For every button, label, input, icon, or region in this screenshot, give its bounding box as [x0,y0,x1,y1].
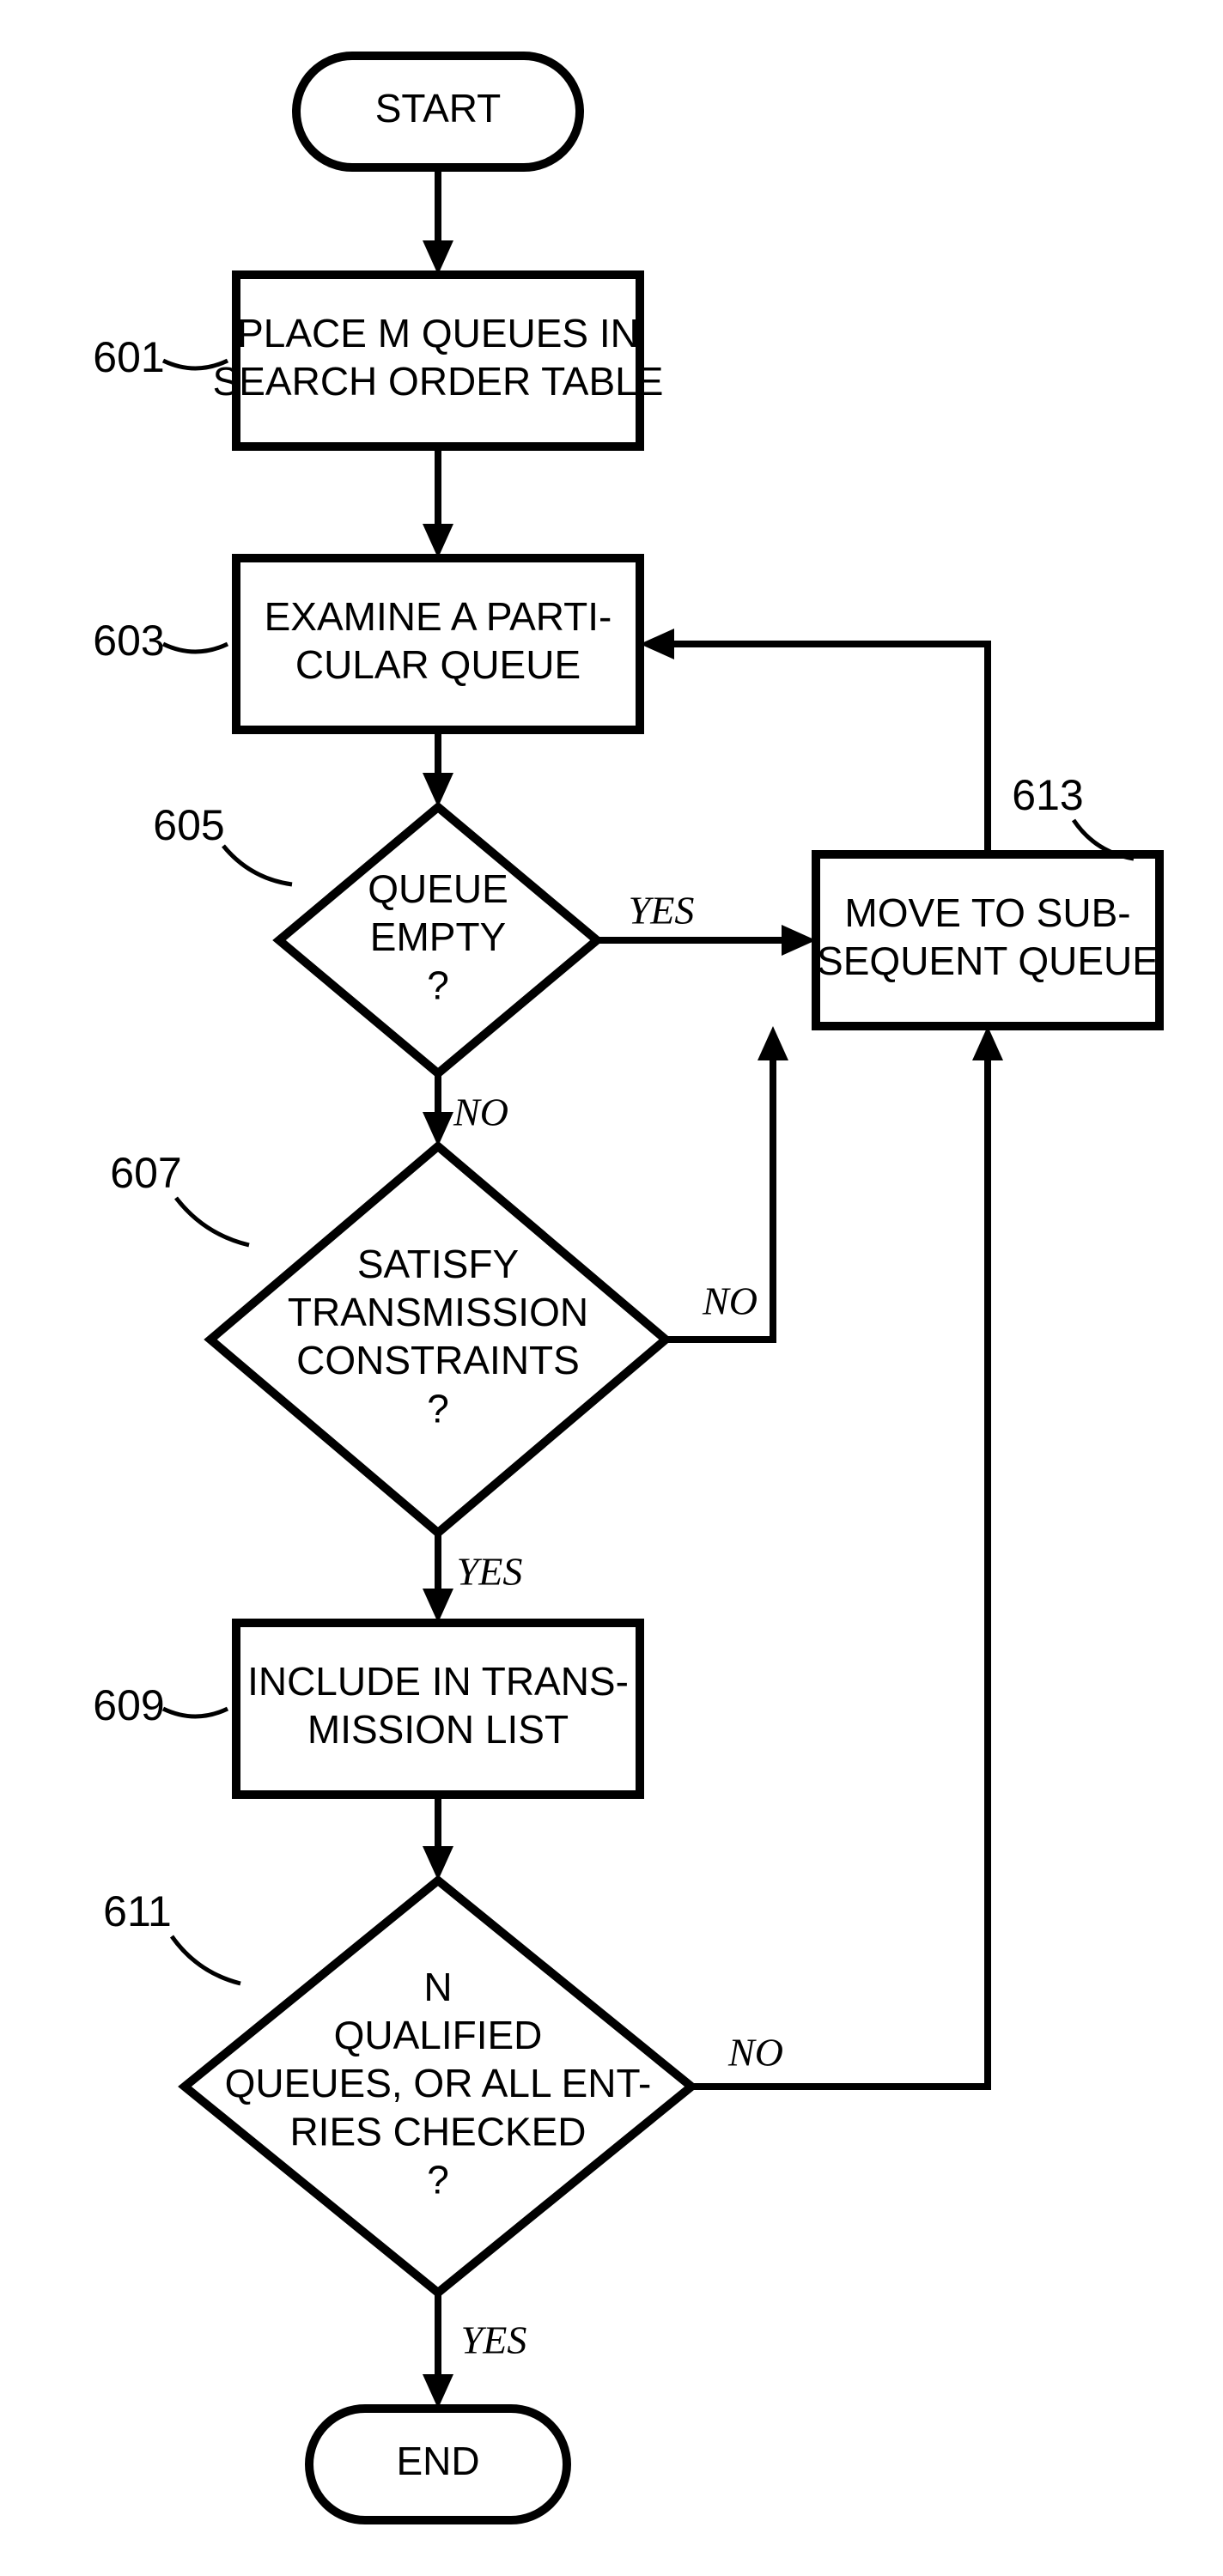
svg-text:NO: NO [727,2031,783,2075]
svg-text:NO: NO [702,1279,758,1323]
svg-text:EMPTY: EMPTY [370,914,506,959]
svg-text:609: 609 [93,1681,164,1729]
svg-text:YES: YES [461,2318,527,2362]
svg-text:EXAMINE A PARTI-: EXAMINE A PARTI- [265,594,612,639]
svg-text:YES: YES [457,1550,523,1594]
svg-text:TRANSMISSION: TRANSMISSION [288,1290,588,1334]
svg-text:CULAR QUEUE: CULAR QUEUE [295,642,581,687]
svg-text:SEARCH ORDER TABLE: SEARCH ORDER TABLE [213,359,664,404]
svg-text:SEQUENT QUEUE: SEQUENT QUEUE [817,939,1159,983]
svg-text:611: 611 [103,1887,172,1935]
svg-text:?: ? [427,2157,449,2202]
svg-text:?: ? [427,963,449,1007]
svg-text:607: 607 [110,1149,181,1197]
svg-text:PLACE M QUEUES IN: PLACE M QUEUES IN [237,311,639,355]
svg-text:NO: NO [453,1091,508,1134]
svg-text:QUEUES, OR ALL ENT-: QUEUES, OR ALL ENT- [225,2061,652,2105]
svg-text:MISSION LIST: MISSION LIST [307,1707,569,1752]
svg-text:605: 605 [153,801,224,849]
svg-text:SATISFY: SATISFY [357,1242,519,1286]
svg-text:QUEUE: QUEUE [368,866,508,911]
svg-text:YES: YES [629,889,695,933]
svg-text:QUALIFIED: QUALIFIED [334,2013,543,2057]
svg-text:MOVE TO SUB-: MOVE TO SUB- [844,890,1130,935]
svg-text:?: ? [427,1386,449,1431]
svg-text:601: 601 [93,333,164,381]
svg-text:RIES CHECKED: RIES CHECKED [289,2109,586,2154]
svg-text:START: START [375,86,502,131]
svg-text:N: N [423,1965,452,2009]
svg-text:INCLUDE IN TRANS-: INCLUDE IN TRANS- [247,1659,629,1704]
svg-text:CONSTRAINTS: CONSTRAINTS [296,1338,580,1382]
svg-text:603: 603 [93,617,164,665]
svg-text:613: 613 [1012,771,1083,819]
svg-text:END: END [396,2439,479,2483]
